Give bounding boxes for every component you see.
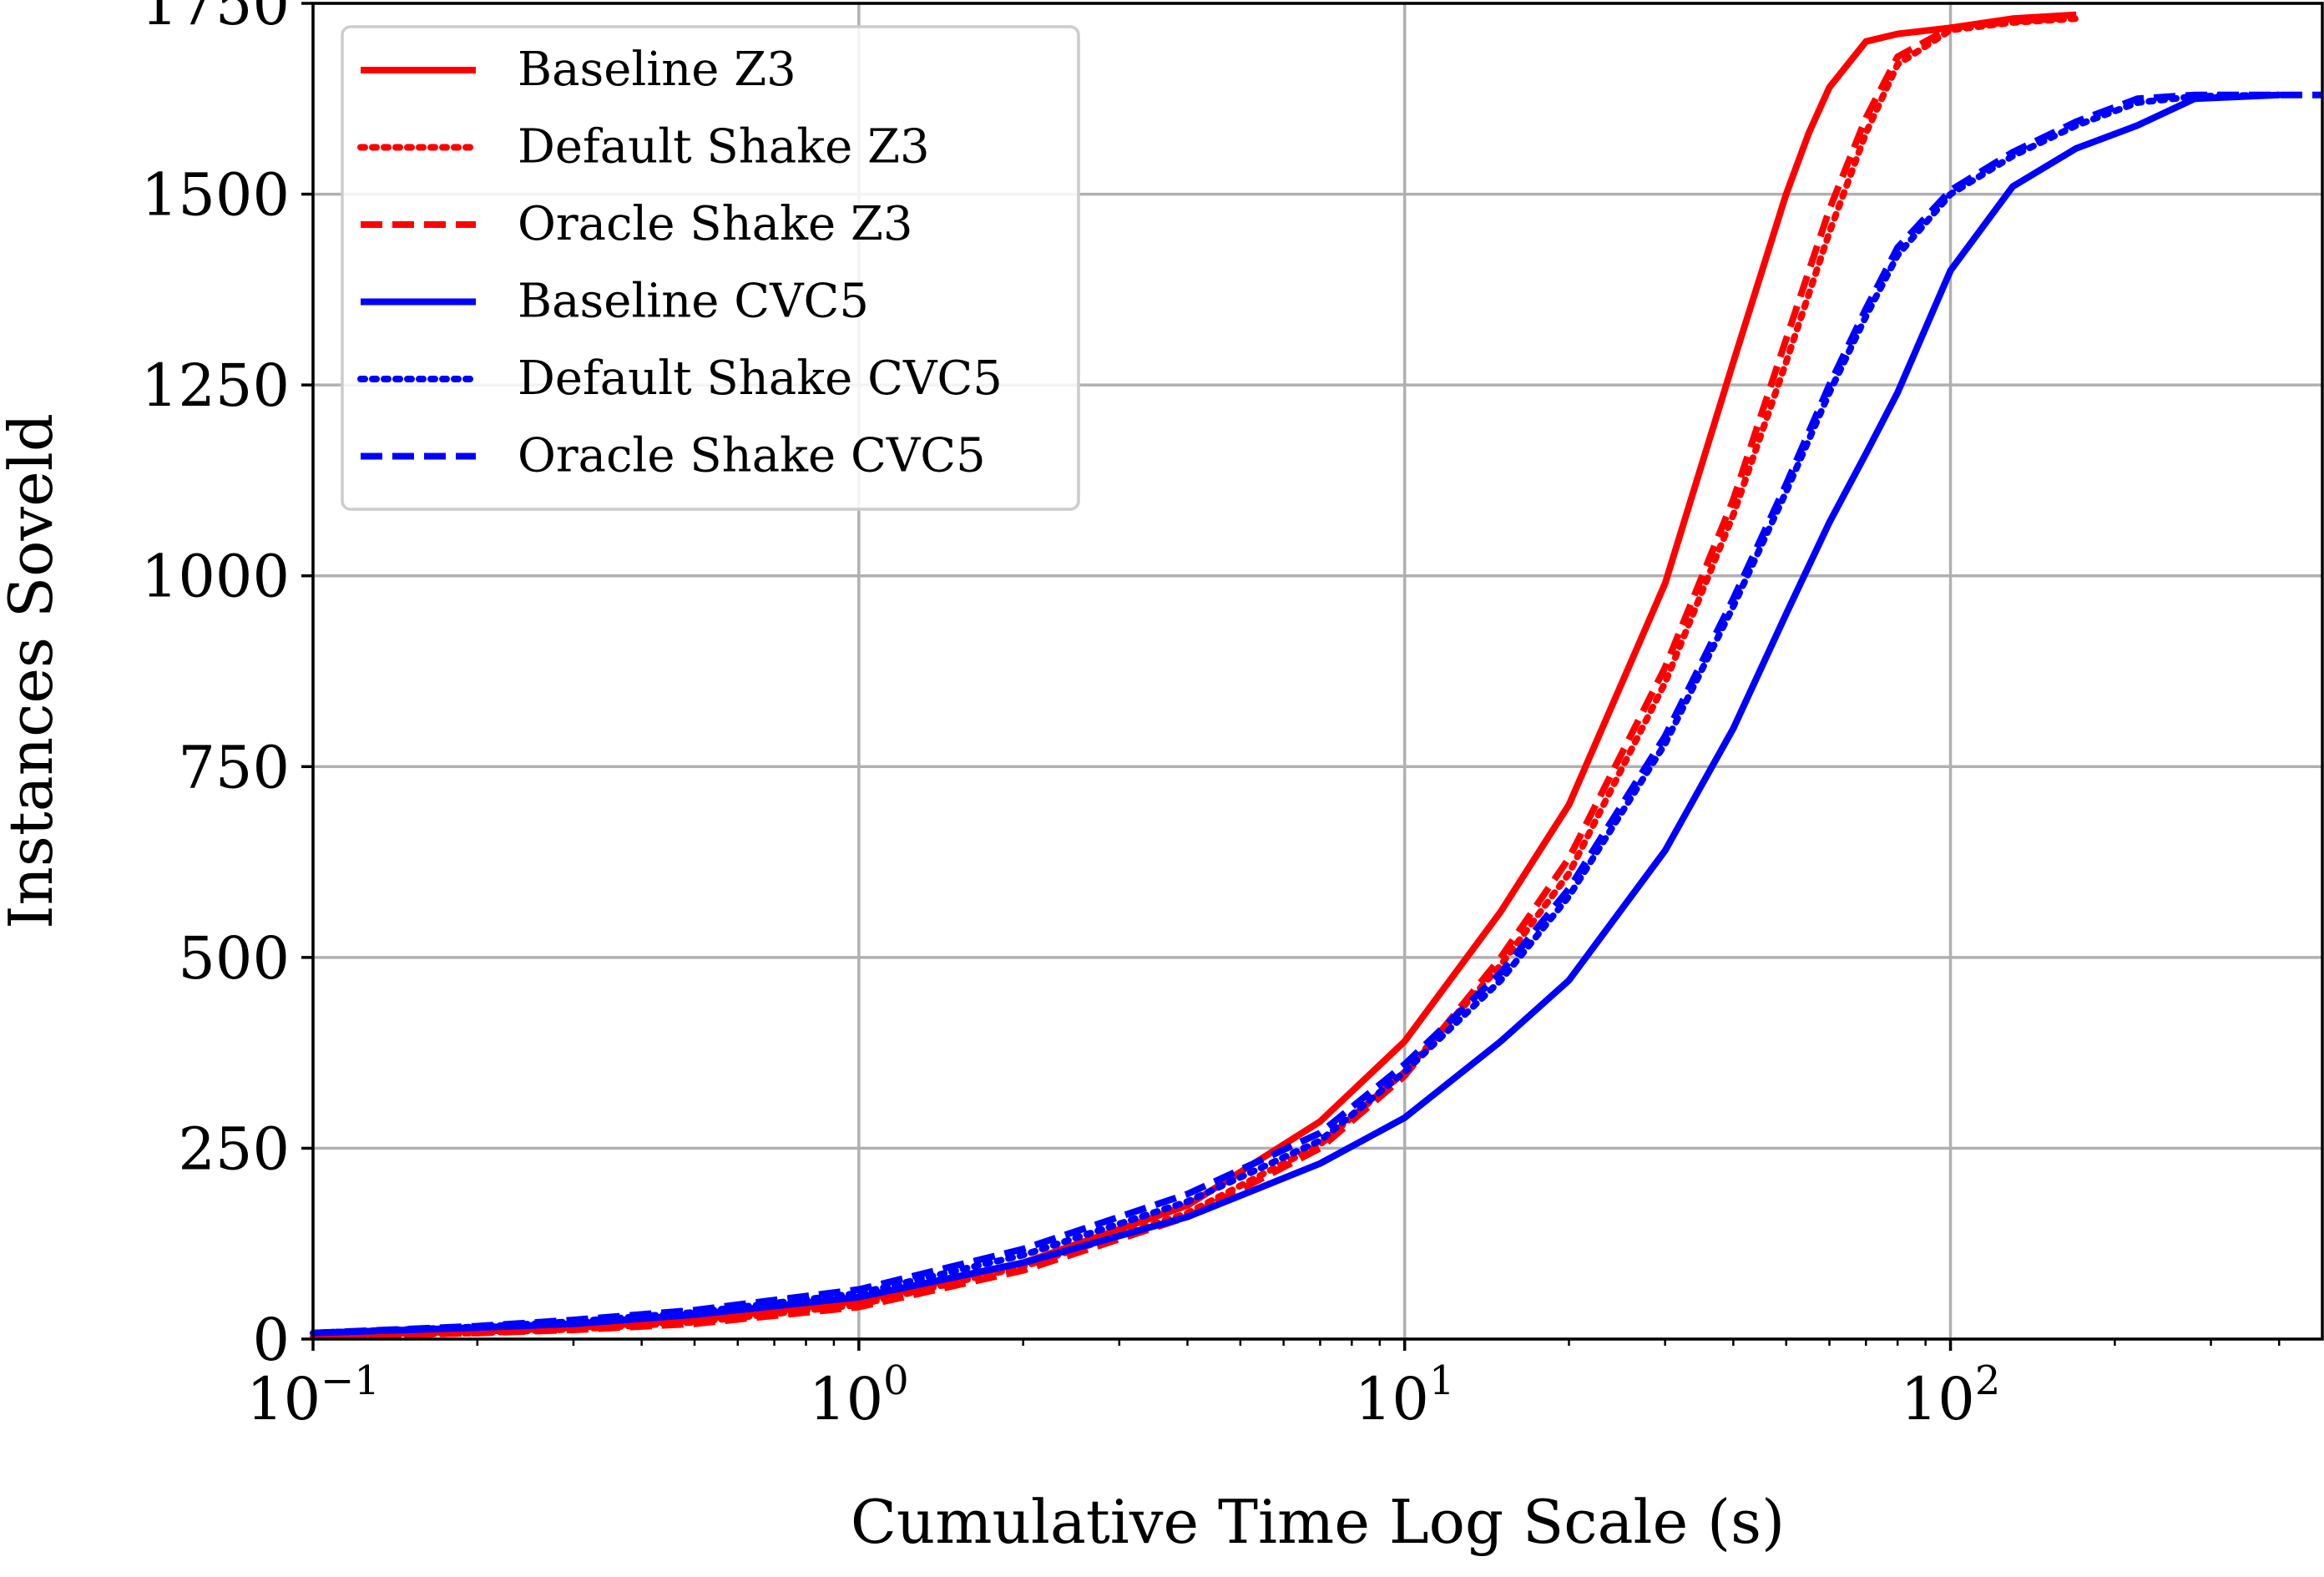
legend-label: Default Shake Z3 [518, 120, 930, 174]
series-lines [310, 11, 2322, 1341]
legend-label: Oracle Shake Z3 [518, 197, 913, 251]
y-tick-label: 1250 [141, 351, 290, 420]
y-tick-label: 750 [178, 733, 290, 801]
x-tick-label: 102 [1901, 1357, 2001, 1433]
y-axis-label: Instances Soveld [0, 413, 66, 929]
plot-frame [311, 2, 2324, 1341]
y-tick-label: 1750 [141, 0, 290, 38]
x-tick-label: 100 [809, 1357, 909, 1433]
legend: Baseline Z3 Default Shake Z3 Oracle Shake … [341, 25, 1080, 511]
x-axis-label: Cumulative Time Log Scale (s) [851, 1487, 1785, 1557]
x-tick-label: 101 [1355, 1357, 1455, 1433]
legend-label: Baseline CVC5 [518, 275, 869, 329]
y-tick-label: 250 [178, 1115, 290, 1183]
y-tick-label: 1500 [141, 161, 290, 230]
axis-ticks: 0 250 500 750 1000 1250 1500 1750 10−1 100 101 102 [141, 0, 2281, 1433]
legend-label: Oracle Shake CVC5 [518, 429, 986, 483]
legend-label: Default Shake CVC5 [518, 351, 1003, 406]
series-line-oracle-shake-cvc5 [312, 91, 2322, 1337]
y-tick-label: 0 [252, 1306, 290, 1374]
series-line-default-shake-z3 [310, 15, 2080, 1341]
legend-box [341, 25, 1080, 511]
y-tick-label: 500 [178, 924, 290, 993]
x-tick-label: 10−1 [246, 1357, 380, 1433]
y-tick-label: 1000 [141, 543, 290, 611]
legend-label: Baseline Z3 [518, 43, 796, 97]
